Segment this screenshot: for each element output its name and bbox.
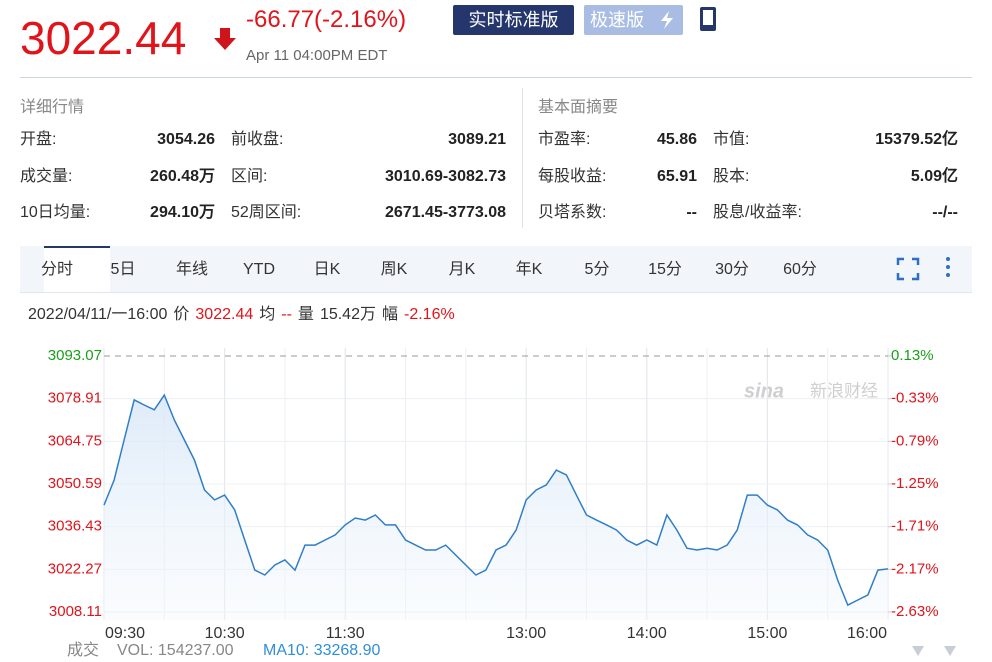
y-tick-label: 3036.43 [48, 518, 102, 535]
price-area [104, 395, 888, 620]
watermark-name: 新浪财经 [810, 381, 878, 400]
field-label: 10日均量: [20, 204, 91, 221]
field-value: 5.09亿 [910, 167, 958, 185]
y2-tick-label: -2.17% [891, 560, 939, 577]
field-label: 区间: [231, 167, 268, 185]
tab[interactable]: 15分 [648, 261, 682, 278]
field-value: -- [686, 204, 697, 221]
y-tick-label: 3064.75 [48, 432, 102, 449]
y2-tick-label: -2.63% [891, 603, 939, 620]
x-tick-label: 11:30 [326, 625, 365, 642]
info-item: 2022/04/11/一16:00 [28, 306, 167, 323]
quote-time: Apr 11 04:00PM EDT [246, 47, 388, 64]
field-value: 3089.21 [448, 131, 506, 148]
y2-tick-label: -1.71% [891, 518, 939, 535]
scroll-down-2[interactable] [944, 646, 956, 656]
field-label: 市值: [713, 131, 750, 148]
field-value: 65.91 [656, 167, 697, 185]
info-item: 价 [173, 306, 189, 323]
x-tick-label: 16:00 [847, 625, 887, 642]
down-arrow [214, 28, 236, 50]
y2-tick-label: -1.25% [891, 475, 939, 492]
field-value: --/-- [932, 204, 958, 221]
tab[interactable]: 年K [515, 261, 543, 278]
info-item: 均 [259, 305, 275, 323]
details-title: 详细行情 [20, 99, 85, 116]
tab[interactable]: 5分 [584, 261, 610, 278]
y-tick-label: 3050.59 [48, 475, 102, 492]
y-tick-label: 3008.11 [49, 603, 102, 620]
info-item: -- [281, 306, 292, 323]
tab[interactable]: 分时 [40, 261, 73, 278]
more-icon[interactable] [942, 255, 954, 281]
field-label: 股本: [713, 167, 750, 185]
info-item: 3022.44 [195, 306, 253, 323]
active-tab-bg [44, 246, 110, 292]
price-line [103, 393, 889, 607]
fullscreen-icon[interactable] [896, 257, 920, 281]
volume-value: VOL: 154237.00 [117, 642, 234, 659]
y-tick-label: 3078.91 [48, 390, 102, 407]
bolt-icon [661, 11, 673, 29]
field-value: 45.86 [656, 131, 697, 148]
tab[interactable]: 周K [380, 261, 408, 278]
info-item: 15.42万 [320, 306, 376, 323]
watermark-logo: sina [744, 380, 784, 402]
x-tick-label: 13:00 [506, 625, 546, 642]
tab[interactable]: 日K [313, 261, 341, 278]
y2-tick-label: -0.33% [891, 390, 939, 407]
y-tick-label: 3093.07 [48, 347, 102, 364]
tab[interactable]: 5日 [110, 261, 136, 278]
standard-button[interactable]: 实时标准版 [453, 5, 574, 35]
y-tick-label: 3022.27 [48, 560, 102, 577]
price-change: -66.77(-2.16%) [246, 6, 407, 33]
volume-label: 成交 [67, 641, 99, 659]
x-tick-label: 10:30 [205, 625, 245, 642]
field-value: 3054.26 [157, 131, 215, 148]
tab[interactable]: 60分 [783, 261, 817, 278]
mobile-icon[interactable] [698, 6, 718, 32]
y2-tick-label: -0.79% [891, 432, 939, 449]
field-label: 52周区间: [231, 204, 302, 221]
field-value: 294.10万 [150, 204, 215, 221]
field-label: 前收盘: [231, 131, 284, 148]
field-label: 市盈率: [538, 131, 591, 148]
tab[interactable]: 年线 [175, 261, 208, 278]
x-tick-label: 09:30 [105, 625, 145, 642]
tab-bar: 分时 5日 年线 YTD 日K 周K 月K 年K 5分 15分 30分 60分 [20, 246, 972, 293]
info-item: -2.16% [404, 306, 455, 323]
field-value: 3010.69-3082.73 [385, 167, 506, 185]
field-label: 贝塔系数: [538, 204, 607, 221]
panel-divider [522, 88, 523, 228]
scroll-down[interactable] [912, 646, 924, 656]
x-tick-label: 14:00 [627, 625, 667, 642]
info-line: 2022/04/11/一16:00 价 3022.44 均 -- 量 15.42万幅 -2.1… [28, 305, 455, 323]
fundamentals-title: 基本面摘要 [538, 99, 619, 116]
fast-button[interactable]: 极速版 [584, 5, 683, 35]
field-value: 2671.45-3773.08 [385, 204, 506, 221]
info-item: 幅 [382, 305, 398, 323]
tab[interactable]: YTD [243, 261, 275, 278]
field-value: 260.48万 [150, 167, 215, 185]
field-value: 15379.52亿 [875, 131, 958, 148]
tab[interactable]: 月K [448, 261, 476, 278]
info-item: 量 [298, 306, 314, 323]
price: 3022.44 [20, 12, 187, 64]
field-label: 每股收益: [538, 167, 607, 185]
field-label: 开盘: [20, 131, 57, 148]
divider [20, 77, 972, 78]
tab[interactable]: 30分 [715, 261, 749, 278]
fast-label: 极速版 [590, 10, 644, 30]
field-label: 股息/收益率: [713, 204, 802, 221]
y2-tick-label: 0.13% [891, 347, 934, 364]
x-tick-label: 15:00 [747, 625, 787, 642]
ma10-value: MA10: 33268.90 [263, 642, 381, 659]
field-label: 成交量: [20, 167, 73, 185]
